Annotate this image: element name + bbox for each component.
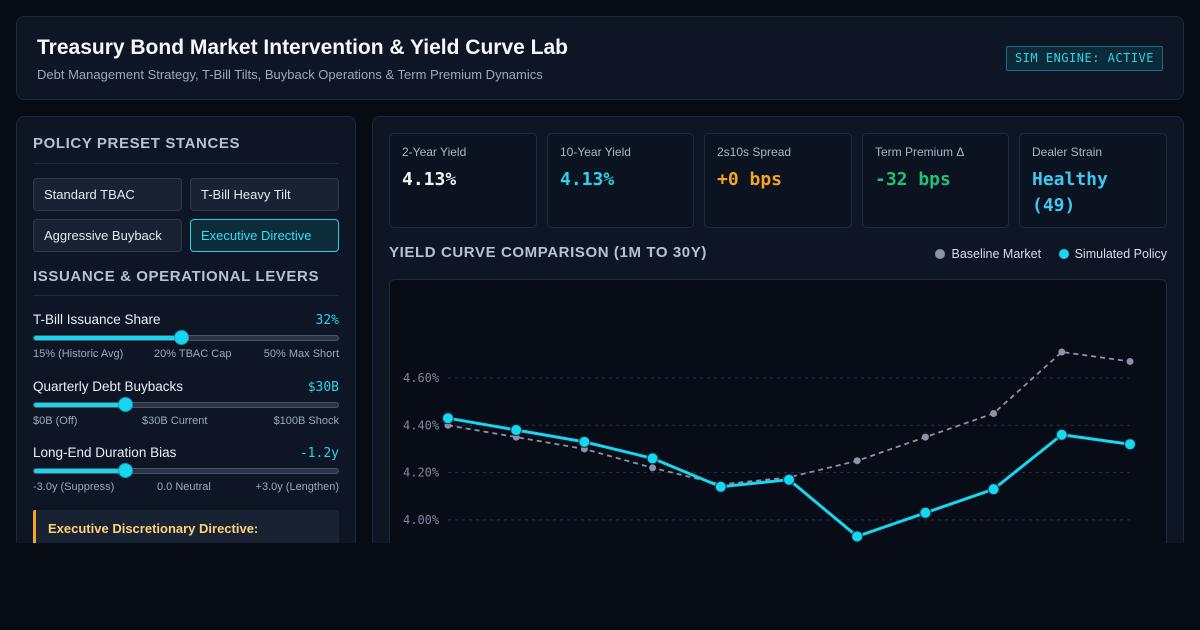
baseline-point [649, 464, 657, 472]
kpi-label: 10-Year Yield [560, 145, 631, 159]
y-tick-label: 4.00% [403, 513, 440, 527]
app-viewport: Treasury Bond Market Intervention & Yiel… [16, 16, 1184, 543]
slider-thumb[interactable] [118, 463, 134, 478]
slider-thumb[interactable] [174, 330, 190, 345]
kpi-value: -32 bps [875, 169, 951, 190]
divider [33, 163, 339, 164]
executive-directive-callout: Executive Discretionary Directive: [33, 510, 339, 543]
status-badge: SIM ENGINE: ACTIVE [1005, 46, 1163, 71]
tbill-share-label: T-Bill Issuance Share [33, 312, 161, 327]
kpi-value: +0 bps [717, 169, 783, 190]
slider-fill [34, 403, 126, 407]
simulated-point [987, 483, 1000, 496]
preset-executive-directive-button[interactable]: Executive Directive [190, 219, 339, 252]
tbill-share-slider[interactable] [33, 330, 339, 345]
app-header: Treasury Bond Market Intervention & Yiel… [16, 16, 1184, 100]
tick-label: 50% Max Short [263, 348, 339, 360]
legend-label: Simulated Policy [1074, 247, 1167, 261]
tick-label: $0B (Off) [33, 415, 78, 427]
page-subtitle: Debt Management Strategy, T-Bill Tilts, … [37, 67, 543, 82]
tick-label: $30B Current [142, 415, 208, 427]
baseline-point [1058, 348, 1066, 356]
kpi-value: 4.13% [402, 169, 457, 190]
tick-label: 20% TBAC Cap [154, 348, 232, 360]
simulated-point [919, 506, 932, 519]
duration-bias-slider[interactable] [33, 463, 339, 478]
preset-standard-tbac-button[interactable]: Standard TBAC [33, 178, 182, 211]
yield-curve-chart: 4.60% 4.40% 4.20% 4.00% [389, 279, 1167, 543]
control-panel: POLICY PRESET STANCES Standard TBAC T-Bi… [16, 116, 356, 543]
kpi-dealer-strain: Dealer Strain Healthy (49) [1019, 133, 1167, 228]
baseline-point [921, 433, 929, 441]
yield-curve-svg: 4.60% 4.40% 4.20% 4.00% [403, 348, 1136, 543]
tick-label: -3.0y (Suppress) [33, 481, 115, 493]
tick-label: 15% (Historic Avg) [33, 348, 124, 360]
simulated-point [783, 473, 795, 486]
legend-dot [935, 249, 946, 259]
simulated-point [646, 452, 659, 465]
tick-label: $100B Shock [273, 415, 339, 427]
baseline-point [990, 409, 998, 417]
page-title: Treasury Bond Market Intervention & Yiel… [37, 36, 568, 59]
presets-title: POLICY PRESET STANCES [33, 135, 241, 152]
slider-fill [34, 469, 126, 473]
kpi-label: Dealer Strain [1032, 145, 1103, 159]
preset-aggressive-buyback-button[interactable]: Aggressive Buyback [33, 219, 182, 252]
kpi-label: 2s10s Spread [717, 145, 792, 159]
tick-label: +3.0y (Lengthen) [255, 481, 339, 493]
legend-label: Baseline Market [951, 247, 1042, 261]
simulated-point [1055, 428, 1068, 441]
preset-tbill-heavy-tilt-button[interactable]: T-Bill Heavy Tilt [190, 178, 339, 211]
baseline-point [1126, 357, 1134, 365]
kpi-10y-yield: 10-Year Yield 4.13% [547, 133, 694, 228]
buybacks-label: Quarterly Debt Buybacks [33, 379, 184, 394]
kpi-term-premium: Term Premium Δ -32 bps [862, 133, 1009, 228]
kpi-label: 2-Year Yield [402, 145, 467, 159]
simulated-point [578, 435, 591, 448]
slider-thumb[interactable] [118, 397, 134, 412]
kpi-2y-yield: 2-Year Yield 4.13% [389, 133, 537, 228]
kpi-label: Term Premium Δ [875, 145, 965, 159]
legend-item-baseline: Baseline Market [935, 247, 1041, 261]
y-tick-label: 4.60% [403, 371, 440, 385]
legend-dot [1058, 249, 1069, 259]
simulated-point [1124, 438, 1136, 451]
kpi-value: 4.13% [560, 169, 615, 190]
simulated-point [510, 424, 523, 437]
baseline-point [853, 457, 861, 465]
levers-title: ISSUANCE & OPERATIONAL LEVERS [33, 268, 320, 285]
slider-fill [34, 336, 182, 340]
directive-title: Executive Discretionary Directive: [48, 521, 259, 536]
y-tick-label: 4.20% [403, 466, 440, 480]
simulated-point [442, 412, 454, 425]
results-panel: 2-Year Yield 4.13% 10-Year Yield 4.13% 2… [372, 116, 1184, 543]
baseline-market-line [447, 351, 1131, 486]
kpi-2s10s-spread: 2s10s Spread +0 bps [704, 133, 852, 228]
tick-label: 0.0 Neutral [157, 481, 211, 493]
tbill-share-value: 32% [315, 313, 339, 328]
buybacks-value: $30B [307, 380, 339, 395]
kpi-value: Healthy (49) [1032, 169, 1108, 216]
duration-bias-value: -1.2y [299, 446, 339, 461]
legend-item-simulated: Simulated Policy [1058, 247, 1167, 261]
y-tick-label: 4.40% [403, 418, 440, 432]
divider [33, 295, 339, 296]
simulated-point [714, 480, 727, 493]
simulated-point [851, 530, 864, 543]
chart-title: YIELD CURVE COMPARISON (1M TO 30Y) [389, 244, 707, 261]
buybacks-slider[interactable] [33, 397, 339, 412]
chart-legend: Baseline Market Simulated Policy [921, 247, 1167, 261]
duration-bias-label: Long-End Duration Bias [33, 445, 177, 460]
